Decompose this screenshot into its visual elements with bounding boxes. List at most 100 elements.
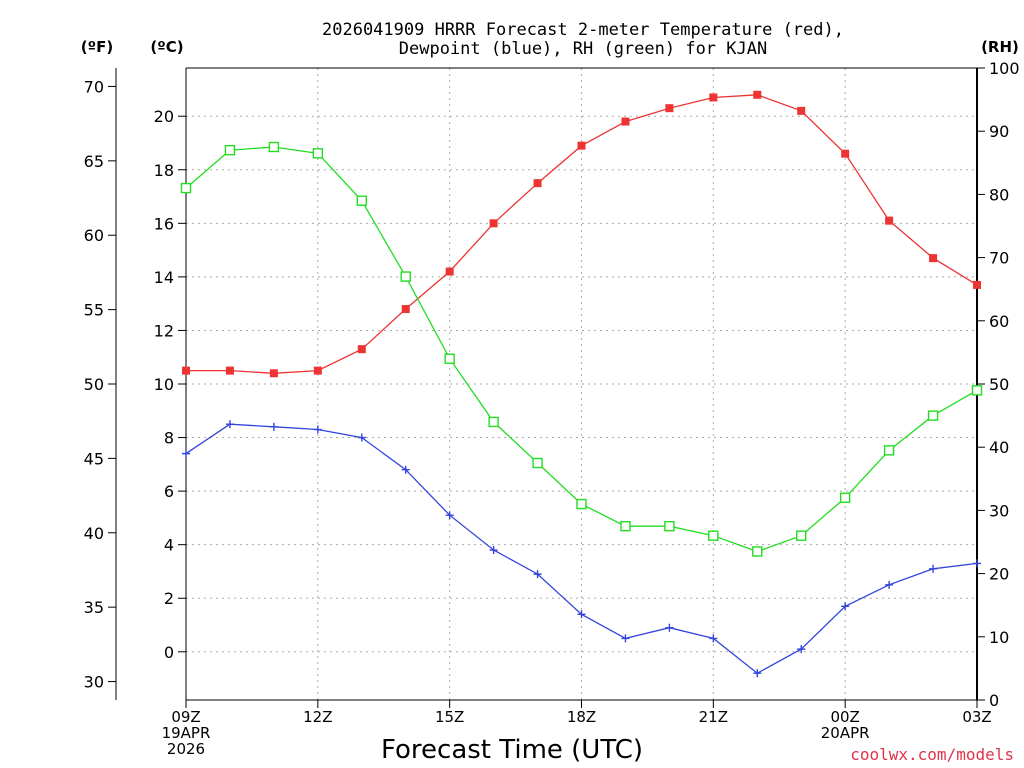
gridlines (186, 68, 977, 700)
fahrenheit-tick-label: 50 (84, 375, 104, 394)
rh-point (532, 457, 543, 469)
temperature-point (885, 216, 894, 225)
rh-point (224, 144, 236, 156)
celsius-tick-label: 10 (154, 375, 174, 394)
x-tick-label: 12Z (303, 708, 332, 726)
dewpoint-point (401, 465, 410, 474)
temperature-point (841, 149, 850, 158)
celsius-tick-label: 14 (154, 268, 174, 287)
rh-unit-label: (RH) (981, 38, 1019, 56)
rh-tick-label: 0 (989, 691, 999, 710)
temperature-point (797, 106, 806, 115)
rh-point (400, 271, 411, 282)
rh-tick-label: 80 (989, 185, 1009, 204)
celsius-tick-label: 18 (154, 161, 174, 180)
temperature-point (489, 219, 498, 228)
x-tick-label: 15Z (435, 708, 464, 726)
x-tick-label: 21Z (699, 708, 728, 726)
temperature-point (401, 305, 410, 314)
dewpoint-point (182, 449, 190, 458)
rh-tick-label: 10 (989, 628, 1009, 647)
temperature-point (357, 345, 366, 354)
dewpoint-point (665, 623, 674, 632)
dewpoint-point (929, 564, 938, 573)
fahrenheit-tick-label: 30 (84, 673, 104, 692)
rh-point (664, 521, 675, 532)
dewpoint-point (797, 645, 806, 654)
temperature-point (753, 90, 762, 99)
rh-point (312, 148, 324, 159)
rh-point (268, 141, 280, 153)
rh-point (839, 492, 851, 503)
dewpoint-point (621, 634, 630, 643)
rh-point (488, 416, 499, 428)
temperature-point (445, 267, 454, 276)
fahrenheit-tick-label: 40 (84, 524, 104, 543)
x-tick-label: 2026 (167, 740, 205, 758)
fahrenheit-tick-label: 35 (84, 598, 104, 617)
fahrenheit-tick-label: 60 (84, 226, 104, 245)
rh-tick-label: 30 (989, 501, 1009, 520)
fahrenheit-tick-label: 45 (84, 449, 104, 468)
chart-title-line-2: Dewpoint (blue), RH (green) for KJAN (399, 39, 767, 59)
x-axis-label: Forecast Time (UTC) (381, 735, 643, 765)
dewpoint-point (753, 669, 762, 678)
fahrenheit-tick-label: 70 (84, 77, 104, 96)
dewpoint-point (709, 634, 718, 643)
x-tick-label: 00Z (830, 708, 859, 726)
rh-point (356, 195, 367, 206)
dewpoint-point (357, 433, 366, 442)
x-tick-label: 03Z (962, 708, 991, 726)
rh-point (796, 530, 807, 541)
temperature-point (182, 366, 190, 375)
rh-point (620, 521, 631, 532)
dewpoint-point (973, 559, 981, 568)
celsius-tick-label: 20 (154, 107, 174, 126)
temperature-point (533, 179, 542, 188)
dewpoint-point (533, 570, 542, 579)
series-layer (180, 90, 983, 678)
dewpoint-point (489, 546, 498, 555)
celsius-tick-label: 4 (164, 536, 174, 555)
rh-point (576, 498, 587, 510)
x-tick-label: 19APR (162, 724, 211, 742)
celsius-tick-label: 0 (164, 643, 174, 662)
rh-tick-label: 100 (989, 59, 1020, 78)
celsius-tick-label: 12 (154, 321, 174, 340)
rh-point (752, 546, 763, 557)
temperature-point (973, 280, 981, 289)
rh-tick-label: 70 (989, 249, 1009, 268)
temperature-point (313, 366, 322, 375)
fahrenheit-tick-label: 55 (84, 301, 104, 320)
temperature-line (186, 94, 978, 374)
x-tick-label: 18Z (567, 708, 596, 726)
celsius-tick-label: 2 (164, 589, 174, 608)
temperature-point (709, 93, 718, 102)
celsius-tick-label: 6 (164, 482, 174, 501)
dewpoint-point (225, 420, 234, 429)
temperature-point (577, 141, 586, 150)
rh-point (708, 530, 719, 541)
rh-tick-label: 50 (989, 375, 1009, 394)
x-tick-label: 09Z (171, 708, 200, 726)
celsius-tick-label: 8 (164, 429, 174, 448)
temperature-point (621, 117, 630, 126)
rh-point (927, 410, 939, 421)
rh-tick-label: 20 (989, 565, 1009, 584)
celsius-unit-label: (ºC) (150, 38, 183, 56)
rh-tick-label: 40 (989, 438, 1009, 457)
rh-tick-label: 90 (989, 122, 1009, 141)
rh-point (971, 385, 983, 396)
temperature-point (929, 254, 938, 263)
x-tick-label: 20APR (821, 724, 870, 742)
temperature-point (665, 104, 674, 113)
rh-tick-label: 60 (989, 312, 1009, 331)
chart-title-line-1: 2026041909 HRRR Forecast 2-meter Tempera… (322, 20, 844, 40)
rh-point (444, 353, 455, 364)
rh-point (883, 445, 895, 456)
credit-link[interactable]: coolwx.com/models (850, 745, 1014, 764)
fahrenheit-tick-label: 65 (84, 152, 104, 171)
celsius-tick-label: 16 (154, 214, 174, 233)
dewpoint-point (445, 511, 454, 520)
